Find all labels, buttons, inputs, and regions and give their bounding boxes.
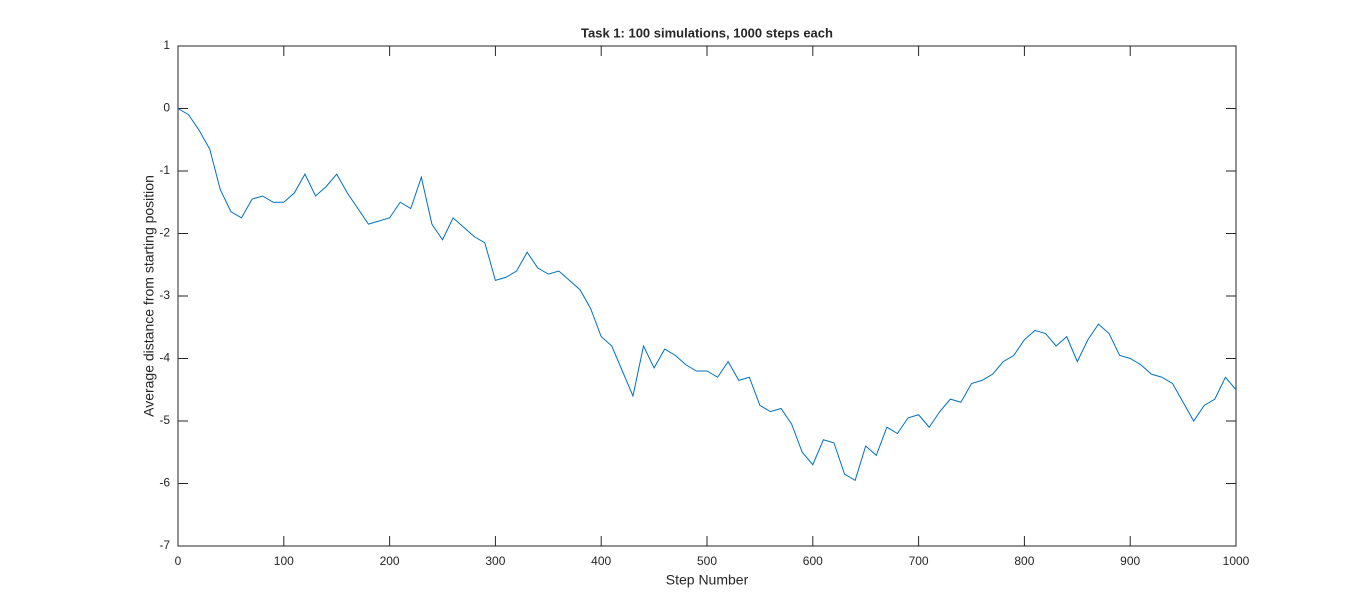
y-tick-label: -3	[159, 288, 170, 302]
y-axis-label: Average distance from starting position	[141, 175, 157, 417]
y-tick-label: -2	[159, 226, 170, 240]
x-tick-label: 500	[697, 554, 717, 568]
y-tick-label: -7	[159, 538, 170, 552]
data-line	[177, 108, 1237, 482]
y-tick-label: -4	[159, 351, 170, 365]
y-tick-label: 1	[163, 38, 170, 52]
x-tick-label: 700	[909, 554, 929, 568]
x-tick-label: 400	[591, 554, 611, 568]
x-tick-label: 200	[380, 554, 400, 568]
y-tick-label: -1	[159, 163, 170, 177]
x-tick-label: 100	[274, 554, 294, 568]
x-tick-label: 900	[1120, 554, 1140, 568]
y-tick-label: 0	[163, 101, 170, 115]
x-tick-label: 1000	[1223, 554, 1250, 568]
x-tick-label: 300	[485, 554, 505, 568]
x-tick-label: 0	[175, 554, 182, 568]
x-tick-label: 800	[1014, 554, 1034, 568]
x-tick-label: 600	[803, 554, 823, 568]
y-tick-label: -6	[159, 476, 170, 490]
x-axis-label: Step Number	[666, 572, 749, 588]
chart-title: Task 1: 100 simulations, 1000 steps each	[581, 25, 833, 40]
y-tick-label: -5	[159, 413, 170, 427]
